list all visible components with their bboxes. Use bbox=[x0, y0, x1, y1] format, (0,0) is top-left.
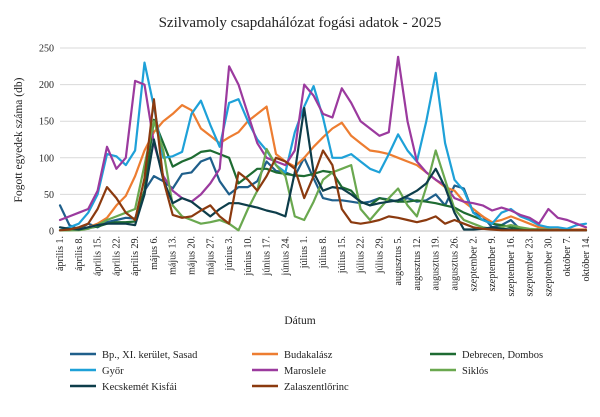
x-tick-label: június 17. bbox=[262, 236, 273, 276]
x-tick-label: július 22. bbox=[356, 236, 367, 274]
legend-label: Siklós bbox=[462, 366, 488, 377]
legend-label: Bp., XI. kerület, Sasad bbox=[102, 350, 198, 361]
series-lines bbox=[58, 55, 588, 232]
legend: Bp., XI. kerület, Sasad Budakalász Debrece… bbox=[70, 350, 543, 393]
chart-title: Szilvamoly csapdahálózat fogási adatok -… bbox=[159, 15, 442, 31]
x-tick-label: április 1. bbox=[55, 236, 66, 271]
series-line-8 bbox=[58, 98, 588, 232]
x-tick-label: október 7. bbox=[562, 236, 573, 277]
x-tick-label: augusztus 19. bbox=[431, 236, 442, 290]
x-tick-label: április 15. bbox=[93, 236, 104, 276]
series-line-1 bbox=[58, 156, 588, 232]
series-line-5 bbox=[58, 55, 588, 229]
series-line-7 bbox=[58, 106, 588, 232]
x-tick-label: április 8. bbox=[74, 236, 85, 271]
x-tick-label: július 8. bbox=[318, 236, 329, 269]
x-tick-label: június 10. bbox=[243, 236, 254, 276]
legend-label: Kecskemét Kisfái bbox=[102, 382, 177, 393]
y-tick-label: 200 bbox=[39, 80, 54, 91]
x-tick-label: május 13. bbox=[168, 236, 179, 275]
series-line-4 bbox=[58, 61, 588, 232]
x-tick-label: október 14. bbox=[581, 236, 592, 282]
x-tick-label: augusztus 5. bbox=[393, 236, 404, 285]
y-tick-label: 250 bbox=[39, 44, 54, 55]
x-tick-label: július 1. bbox=[299, 236, 310, 269]
x-tick-label: szeptember 23. bbox=[525, 236, 536, 297]
x-tick-label: szeptember 16. bbox=[506, 236, 517, 297]
x-tick-label: április 22. bbox=[111, 236, 122, 276]
legend-label: Győr bbox=[102, 366, 124, 377]
y-tick-label: 50 bbox=[44, 190, 54, 201]
legend-label: Maroslele bbox=[284, 366, 326, 377]
y-axis-title: Fogott egyedek száma (db) bbox=[13, 77, 25, 202]
x-tick-label: július 15. bbox=[337, 236, 348, 274]
x-tick-label: május 20. bbox=[187, 236, 198, 275]
legend-label: Budakalász bbox=[284, 350, 333, 361]
x-tick-label: augusztus 12. bbox=[412, 236, 423, 290]
legend-label: Zalaszentlőrinc bbox=[284, 382, 349, 393]
y-tick-label: 0 bbox=[49, 227, 54, 238]
x-tick-label: szeptember 9. bbox=[487, 236, 498, 292]
x-tick-label: július 29. bbox=[374, 236, 385, 274]
x-tick-label: szeptember 2. bbox=[468, 236, 479, 292]
y-tick-label: 150 bbox=[39, 117, 54, 128]
x-tick-label: június 24. bbox=[280, 236, 291, 276]
x-axis-ticks: április 1. április 8. április 15. április 2… bbox=[55, 236, 592, 297]
x-axis-title: Dátum bbox=[284, 315, 315, 327]
x-tick-label: szeptember 30. bbox=[543, 236, 554, 297]
y-tick-label: 100 bbox=[39, 153, 54, 164]
x-tick-label: május 6. bbox=[149, 236, 160, 270]
y-axis-ticks: 0 50 100 150 200 250 bbox=[39, 44, 54, 238]
x-tick-label: május 27. bbox=[205, 236, 216, 275]
x-tick-label: június 3. bbox=[224, 236, 235, 271]
series-line-3 bbox=[58, 118, 588, 232]
legend-label: Debrecen, Dombos bbox=[462, 350, 543, 361]
x-tick-label: április 29. bbox=[130, 236, 141, 276]
x-tick-label: augusztus 26. bbox=[450, 236, 461, 290]
